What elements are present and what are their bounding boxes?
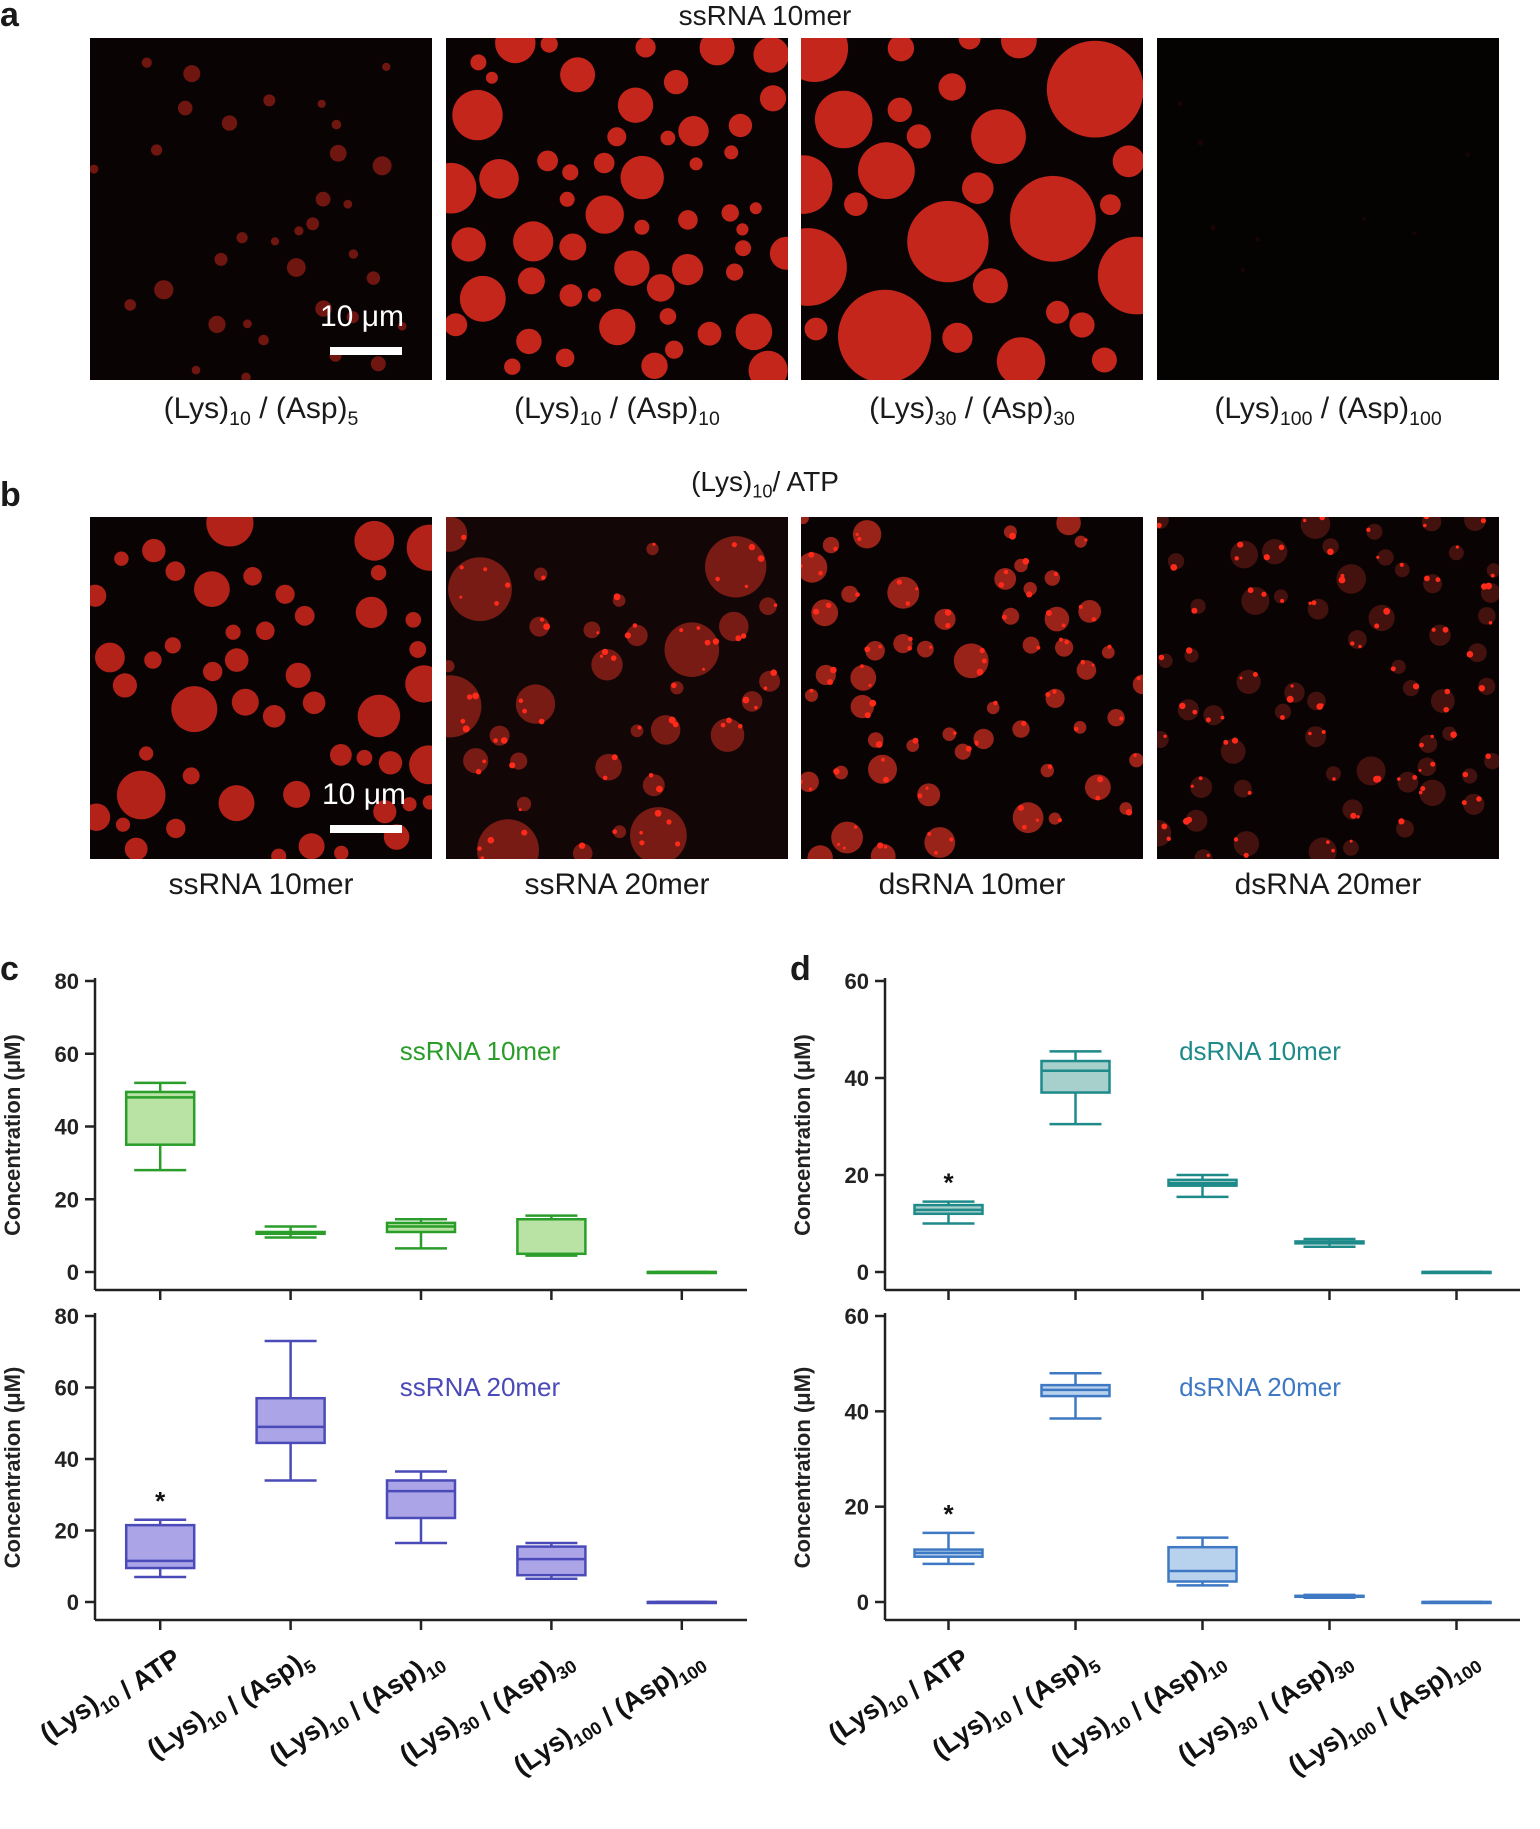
c-top-ytick-label: 20 (55, 1187, 79, 1212)
scale-bar-label-b: 10 μm (322, 778, 406, 811)
d-top-ytick-label: 60 (845, 969, 869, 994)
scale-bar-label-a: 10 μm (320, 300, 404, 333)
d-bottom-ytick-label: 60 (845, 1304, 869, 1329)
c-bottom-significance-star: * (155, 1486, 166, 1516)
c-bottom-box-2 (255, 1396, 326, 1445)
c-top-ytick-label: 60 (55, 1042, 79, 1067)
micrograph-a1-label: (Lys)10 / (Asp)5 (163, 392, 359, 430)
d-top-series-title: dsRNA 10mer (1179, 1036, 1341, 1066)
micrograph-a4 (1157, 38, 1499, 380)
panel-letter-d: d (790, 950, 811, 988)
micrograph-a2-label: (Lys)10 / (Asp)10 (514, 392, 720, 430)
panel-letter-a: a (0, 0, 19, 34)
c-top-box-1 (124, 1090, 196, 1146)
micrograph-a3-label: (Lys)30 / (Asp)30 (869, 392, 1075, 430)
panel-b-title: (Lys)10/ ATP (691, 466, 839, 502)
d-bottom-ytick-label: 20 (845, 1495, 869, 1520)
c-top-box-4 (516, 1218, 587, 1256)
c-bottom-series-title: ssRNA 20mer (400, 1372, 561, 1402)
c-top-y-axis-label: Concentration (μM) (0, 1034, 25, 1236)
micrograph-a4-label: (Lys)100 / (Asp)100 (1214, 392, 1442, 430)
c-bottom-ytick-label: 40 (55, 1447, 79, 1472)
micrograph-b1 (90, 517, 432, 859)
d-bottom-significance-star: * (943, 1499, 954, 1529)
c-bottom-box-4 (516, 1545, 587, 1577)
c-bottom-y-axis-label: Concentration (μM) (0, 1367, 25, 1569)
d-top-ytick-label: 0 (857, 1260, 869, 1285)
c-bottom-ytick-label: 0 (67, 1590, 79, 1615)
micrograph-b1-label: ssRNA 10mer (168, 868, 354, 901)
micrograph-b2 (446, 517, 788, 859)
c-top-ytick-label: 80 (55, 969, 79, 994)
micrograph-a3 (801, 38, 1143, 380)
micrograph-b3 (801, 517, 1143, 859)
c-top-ytick-label: 40 (55, 1115, 79, 1140)
c-bottom-ytick-label: 20 (55, 1519, 79, 1544)
panel-letter-c: c (0, 950, 19, 988)
c-bottom-ytick-label: 60 (55, 1376, 79, 1401)
d-top-box-2 (1040, 1059, 1111, 1094)
d-top-y-axis-label: Concentration (μM) (790, 1034, 815, 1236)
c-top-series-title: ssRNA 10mer (400, 1036, 561, 1066)
c-bottom-box-3 (385, 1479, 457, 1520)
scale-bar-a (330, 347, 402, 355)
micrograph-b3-label: dsRNA 10mer (878, 868, 1066, 901)
c-top-ytick-label: 0 (67, 1260, 79, 1285)
d-bottom-box-3 (1167, 1545, 1238, 1583)
d-top-significance-star: * (943, 1168, 954, 1198)
micrograph-b4 (1157, 517, 1499, 859)
micrograph-a2 (446, 38, 788, 380)
d-bottom-ytick-label: 40 (845, 1399, 869, 1424)
d-bottom-series-title: dsRNA 20mer (1179, 1372, 1341, 1402)
micrograph-b4-label: dsRNA 20mer (1234, 868, 1422, 901)
micrograph-a1 (90, 38, 432, 380)
d-bottom-y-axis-label: Concentration (μM) (790, 1367, 815, 1569)
d-top-ytick-label: 20 (845, 1163, 869, 1188)
panel-a-title: ssRNA 10mer (678, 0, 852, 31)
d-bottom-ytick-label: 0 (857, 1590, 869, 1615)
panel-letter-b: b (0, 476, 21, 514)
scale-bar-b (330, 825, 402, 833)
micrograph-b2-label: ssRNA 20mer (524, 868, 710, 901)
d-top-ytick-label: 40 (845, 1066, 869, 1091)
c-bottom-ytick-label: 80 (55, 1304, 79, 1329)
